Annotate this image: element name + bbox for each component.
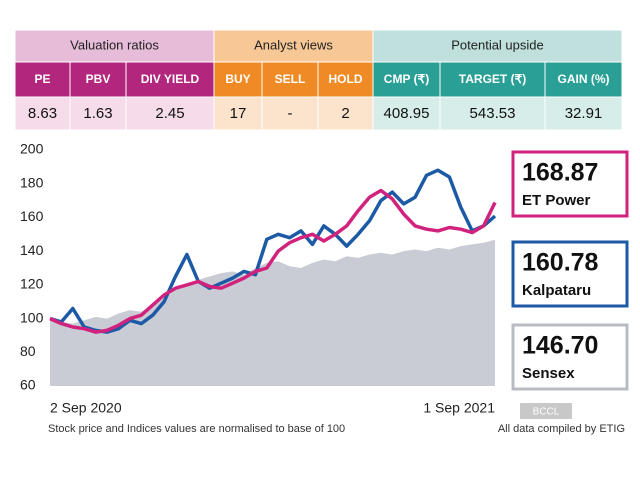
y-tick-label: 120: [20, 276, 44, 292]
column-header-cell: [14, 61, 71, 98]
column-header: PBV: [86, 72, 111, 86]
legend-label: ET Power: [522, 192, 591, 209]
callout-box: [511, 150, 629, 218]
area: [50, 239, 495, 386]
footnote: Stock price and Indices values are norma…: [48, 423, 345, 435]
value-cell: [261, 96, 319, 131]
group-header: Potential upside: [451, 37, 544, 52]
legend-label: Sensex: [522, 365, 575, 382]
y-tick-label: 60: [20, 377, 36, 393]
value-cell: [69, 96, 127, 131]
column-header: DIV YIELD: [141, 72, 200, 86]
column-header: TARGET (₹): [459, 72, 526, 86]
callout-value: 146.70: [522, 332, 598, 360]
x-tick-label: 2 Sep 2020: [50, 400, 122, 416]
value: -: [288, 105, 293, 122]
value: 2.45: [155, 105, 184, 122]
y-tick-label: 160: [20, 208, 44, 224]
footnote: All data compiled by ETIG: [498, 423, 625, 435]
value: 1.63: [83, 105, 112, 122]
column-header: CMP (₹): [384, 72, 429, 86]
value-cell: [372, 96, 441, 131]
watermark-box: [520, 403, 572, 419]
y-tick-label: 200: [20, 141, 44, 157]
y-tick-label: 80: [20, 343, 36, 359]
column-header-cell: [125, 61, 215, 98]
value: 17: [230, 105, 247, 122]
callout-box: [511, 240, 629, 308]
value: 543.53: [470, 105, 516, 122]
y-tick-label: 180: [20, 174, 44, 190]
column-header: GAIN (%): [558, 72, 610, 86]
column-header: HOLD: [329, 72, 363, 86]
column-header: PE: [34, 72, 50, 86]
line: [49, 188, 497, 334]
value-cell: [317, 96, 374, 131]
value-cell: [544, 96, 623, 131]
column-header-cell: [544, 61, 623, 98]
column-header: SELL: [275, 72, 306, 86]
column-header-cell: [372, 61, 441, 98]
legend-label: Kalpataru: [522, 282, 591, 299]
group-header: Analyst views: [254, 37, 333, 52]
column-header-cell: [439, 61, 546, 98]
value-cell: [125, 96, 215, 131]
callout-box: [511, 323, 629, 391]
group-header: Valuation ratios: [70, 37, 159, 52]
line: [49, 168, 497, 334]
value-cell: [14, 96, 71, 131]
value-cell: [439, 96, 546, 131]
y-tick-label: 100: [20, 309, 44, 325]
value: 408.95: [384, 105, 430, 122]
value: 2: [341, 105, 349, 122]
group-header-cell: [213, 29, 374, 63]
value: 8.63: [28, 105, 57, 122]
y-tick-label: 140: [20, 242, 44, 258]
value: 32.91: [565, 105, 603, 122]
callout-value: 160.78: [522, 249, 599, 277]
callout-value: 168.87: [522, 159, 598, 187]
value-cell: [213, 96, 263, 131]
watermark: BCCL: [533, 407, 560, 418]
group-header-cell: [14, 29, 215, 63]
column-header: BUY: [225, 72, 250, 86]
x-tick-label: 1 Sep 2021: [423, 400, 495, 416]
